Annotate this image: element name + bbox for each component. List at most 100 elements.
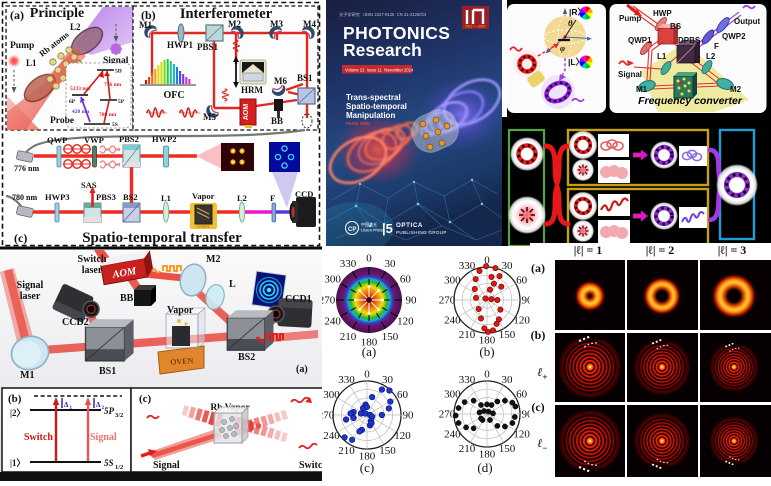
svg-text:90: 90 [406, 295, 418, 307]
svg-text:5S: 5S [104, 458, 114, 468]
svg-text:(a): (a) [296, 364, 308, 375]
svg-text:780 nm: 780 nm [99, 112, 117, 118]
svg-text:laser: laser [20, 291, 41, 302]
svg-text:60: 60 [397, 389, 409, 401]
svg-text:Signal: Signal [90, 432, 117, 443]
svg-text:5P: 5P [104, 406, 115, 416]
svg-text:240: 240 [323, 430, 340, 442]
svg-text:180: 180 [479, 449, 496, 461]
svg-text:1: 1 [70, 406, 73, 411]
svg-text:90: 90 [522, 409, 534, 421]
svg-text:Vapor: Vapor [167, 305, 194, 316]
svg-text:120: 120 [397, 316, 414, 328]
svg-text:|ℓ| = 2: |ℓ| = 2 [646, 243, 675, 257]
svg-text:240: 240 [324, 316, 341, 328]
svg-text:330: 330 [338, 374, 355, 386]
svg-text:5P: 5P [118, 99, 125, 105]
svg-text:CCD2: CCD2 [62, 317, 89, 328]
svg-text:150: 150 [499, 329, 516, 341]
svg-text:330: 330 [340, 258, 357, 270]
svg-text:SAS: SAS [81, 180, 97, 190]
svg-text:150: 150 [382, 331, 399, 343]
svg-text:(a): (a) [10, 8, 24, 22]
svg-text:BS1: BS1 [99, 366, 116, 377]
svg-text:CP: CP [348, 227, 356, 233]
svg-text:330: 330 [459, 374, 476, 386]
svg-text:|ℓ| = 1: |ℓ| = 1 [574, 243, 603, 257]
svg-text:5233 nm: 5233 nm [70, 86, 90, 92]
svg-text:LASER PRESS: LASER PRESS [361, 229, 385, 233]
svg-text:420 nm: 420 nm [72, 109, 90, 115]
svg-text:M2: M2 [228, 19, 241, 29]
svg-text:|2〉: |2〉 [10, 408, 25, 418]
svg-text:(c): (c) [360, 460, 374, 475]
svg-text:AOM: AOM [111, 266, 138, 281]
svg-text:laser: laser [82, 265, 103, 276]
svg-text:300: 300 [444, 389, 461, 401]
svg-text:0: 0 [366, 253, 372, 265]
svg-text:M6: M6 [274, 76, 287, 86]
svg-text:HWP3: HWP3 [45, 192, 70, 202]
svg-text:180: 180 [361, 337, 378, 349]
svg-text:30: 30 [502, 374, 514, 386]
svg-text:F: F [270, 193, 275, 203]
svg-text:150: 150 [379, 445, 396, 457]
svg-text:150: 150 [499, 443, 516, 455]
svg-text:BS2: BS2 [123, 192, 138, 202]
svg-text:PBS3: PBS3 [96, 192, 116, 202]
svg-text:|1〉: |1〉 [10, 458, 25, 468]
svg-text:210: 210 [338, 445, 355, 457]
svg-text:L1: L1 [26, 58, 37, 68]
svg-text:OFC: OFC [163, 90, 184, 101]
svg-text:φ: φ [560, 43, 565, 53]
svg-text:60: 60 [516, 275, 528, 287]
svg-text:PBS2: PBS2 [119, 134, 139, 144]
svg-text:(c): (c) [139, 393, 152, 405]
svg-text:L: L [229, 279, 236, 290]
svg-text:Frequency converter: Frequency converter [638, 95, 743, 107]
svg-text:Spatio-temporal transfer: Spatio-temporal transfer [82, 230, 242, 246]
svg-text:BB: BB [120, 293, 134, 304]
svg-text:240: 240 [444, 429, 461, 441]
svg-text:776 nm: 776 nm [104, 82, 122, 88]
svg-text:BS: BS [670, 22, 682, 31]
svg-text:120: 120 [394, 430, 411, 442]
svg-text:M3: M3 [270, 19, 283, 29]
svg-text:5D: 5D [115, 69, 122, 75]
svg-text:300: 300 [444, 275, 461, 287]
svg-text:180: 180 [359, 451, 376, 463]
svg-text:(b): (b) [531, 328, 546, 342]
svg-text:|R〉: |R〉 [569, 7, 586, 17]
svg-text:+: + [542, 372, 547, 382]
svg-text:0: 0 [364, 369, 370, 381]
svg-text:330: 330 [459, 260, 476, 272]
svg-text:F: F [714, 42, 719, 51]
svg-text:(a): (a) [531, 261, 545, 275]
svg-text:ℓ: ℓ [537, 365, 542, 379]
svg-text:HWP: HWP [653, 9, 672, 18]
svg-text:300: 300 [323, 389, 340, 401]
svg-text:M2: M2 [730, 85, 742, 94]
svg-text:M1: M1 [636, 85, 648, 94]
svg-text:Signal: Signal [103, 56, 129, 66]
svg-text:M2: M2 [206, 254, 220, 265]
svg-text:Principle: Principle [30, 6, 84, 21]
svg-text:270: 270 [439, 409, 456, 421]
svg-text:5S: 5S [112, 122, 118, 128]
svg-text:CCD1: CCD1 [285, 294, 312, 305]
svg-text:210: 210 [340, 331, 357, 343]
svg-text:|5: |5 [382, 221, 393, 236]
svg-text:180: 180 [479, 335, 496, 347]
svg-text:AOM: AOM [243, 104, 250, 121]
svg-text:PBS1: PBS1 [197, 42, 219, 52]
svg-text:0: 0 [484, 369, 490, 381]
svg-text:Signal: Signal [618, 70, 642, 79]
svg-text:776 nm: 776 nm [14, 164, 39, 173]
svg-text:M1: M1 [20, 370, 34, 381]
svg-text:VWP: VWP [84, 135, 104, 145]
svg-text:240: 240 [444, 315, 461, 327]
svg-text:30: 30 [385, 258, 397, 270]
svg-text:1/2: 1/2 [115, 464, 123, 471]
svg-text:Volume 12 Issue 11 November: Volume 12 Issue 11 November 2024 [345, 67, 414, 72]
svg-text:中国激光: 中国激光 [361, 221, 377, 227]
